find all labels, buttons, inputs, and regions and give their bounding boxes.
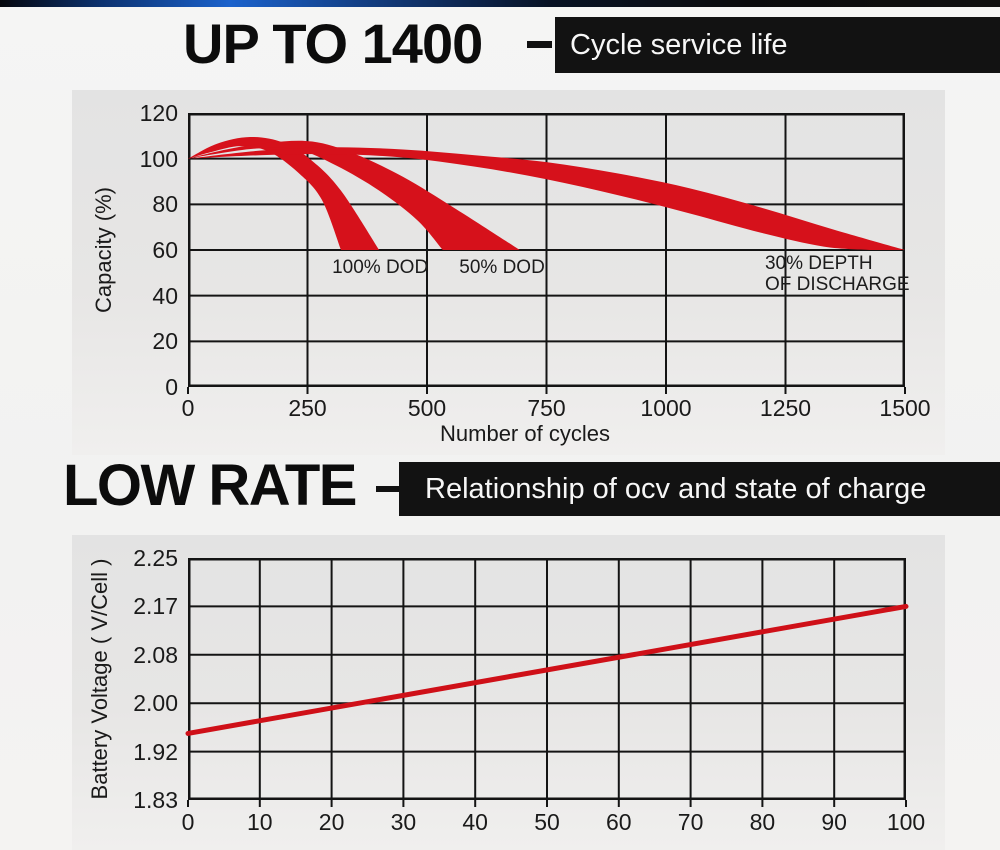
ocv-chart-y-axis-label: Battery Voltage ( V/Cell ): [87, 558, 112, 800]
x-tick-label: 0: [181, 809, 195, 835]
section1-tag-box: Cycle service life: [555, 17, 1000, 73]
x-tick-label: 90: [821, 809, 847, 835]
top-accent-bar: [0, 0, 1000, 7]
title-dash-1: [527, 41, 552, 48]
x-tick-label: 60: [606, 809, 632, 835]
x-tick-label: 100: [886, 809, 926, 835]
section1-tag-label: Cycle service life: [570, 28, 788, 61]
section2-tag-label: Relationship of ocv and state of charge: [425, 472, 927, 505]
section2-title: LOW RATE: [63, 453, 357, 518]
y-tick-label: 1.83: [133, 787, 178, 813]
cycle-life-chart-svg: [187, 113, 906, 394]
x-tick-label: 80: [749, 809, 776, 835]
band-annotation: 50% DOD: [459, 257, 545, 279]
x-tick-label: 0: [181, 395, 195, 421]
cycle-life-chart-panel: Capacity (%) Number of cycles 120 100 80 60…: [72, 90, 945, 455]
x-tick-label: 1500: [879, 395, 931, 421]
x-tick-label: 750: [527, 395, 566, 421]
x-tick-label: 1250: [759, 395, 812, 421]
capacity-band: [188, 136, 380, 250]
x-tick-label: 30: [390, 809, 417, 835]
ocv-chart-panel: Battery Voltage ( V/Cell ) 2.25 2.17 2.08 2…: [72, 535, 945, 850]
plot-border: [188, 558, 906, 800]
x-tick-label: 1000: [640, 395, 692, 421]
capacity-band: [188, 140, 520, 250]
x-tick-label: 40: [462, 809, 488, 835]
capacity-band: [188, 147, 905, 250]
y-tick-label: 1.92: [133, 738, 178, 765]
title-dash-2: [376, 486, 399, 492]
x-tick-label: 20: [318, 809, 345, 835]
x-tick-label: 50: [534, 809, 560, 835]
band-annotation: 30% DEPTH OF DISCHARGE: [764, 252, 910, 295]
y-tick-label: 2.08: [133, 641, 178, 668]
ocv-chart-svg: [185, 558, 909, 807]
y-tick-label: 2.00: [133, 690, 178, 717]
y-tick-label: 20: [152, 328, 178, 355]
x-tick-label: 10: [247, 809, 273, 835]
y-tick-label: 120: [139, 100, 178, 126]
x-tick-label: 500: [407, 395, 447, 421]
x-tick-label: 70: [677, 809, 704, 835]
y-tick-label: 40: [152, 282, 178, 309]
section1-title: UP TO 1400: [183, 12, 483, 75]
y-tick-label: 0: [165, 374, 178, 400]
x-tick-label: 250: [288, 395, 327, 421]
ocv-line: [185, 603, 909, 736]
y-tick-label: 100: [139, 145, 178, 172]
y-tick-label: 2.25: [133, 545, 178, 571]
y-tick-label: 60: [152, 237, 178, 263]
y-tick-label: 2.17: [133, 593, 178, 620]
section2-tag-box: Relationship of ocv and state of charge: [399, 462, 1000, 516]
cycle-chart-x-axis-label: Number of cycles: [440, 421, 610, 446]
y-tick-label: 80: [152, 191, 178, 218]
band-annotation: 100% DOD: [332, 257, 429, 279]
